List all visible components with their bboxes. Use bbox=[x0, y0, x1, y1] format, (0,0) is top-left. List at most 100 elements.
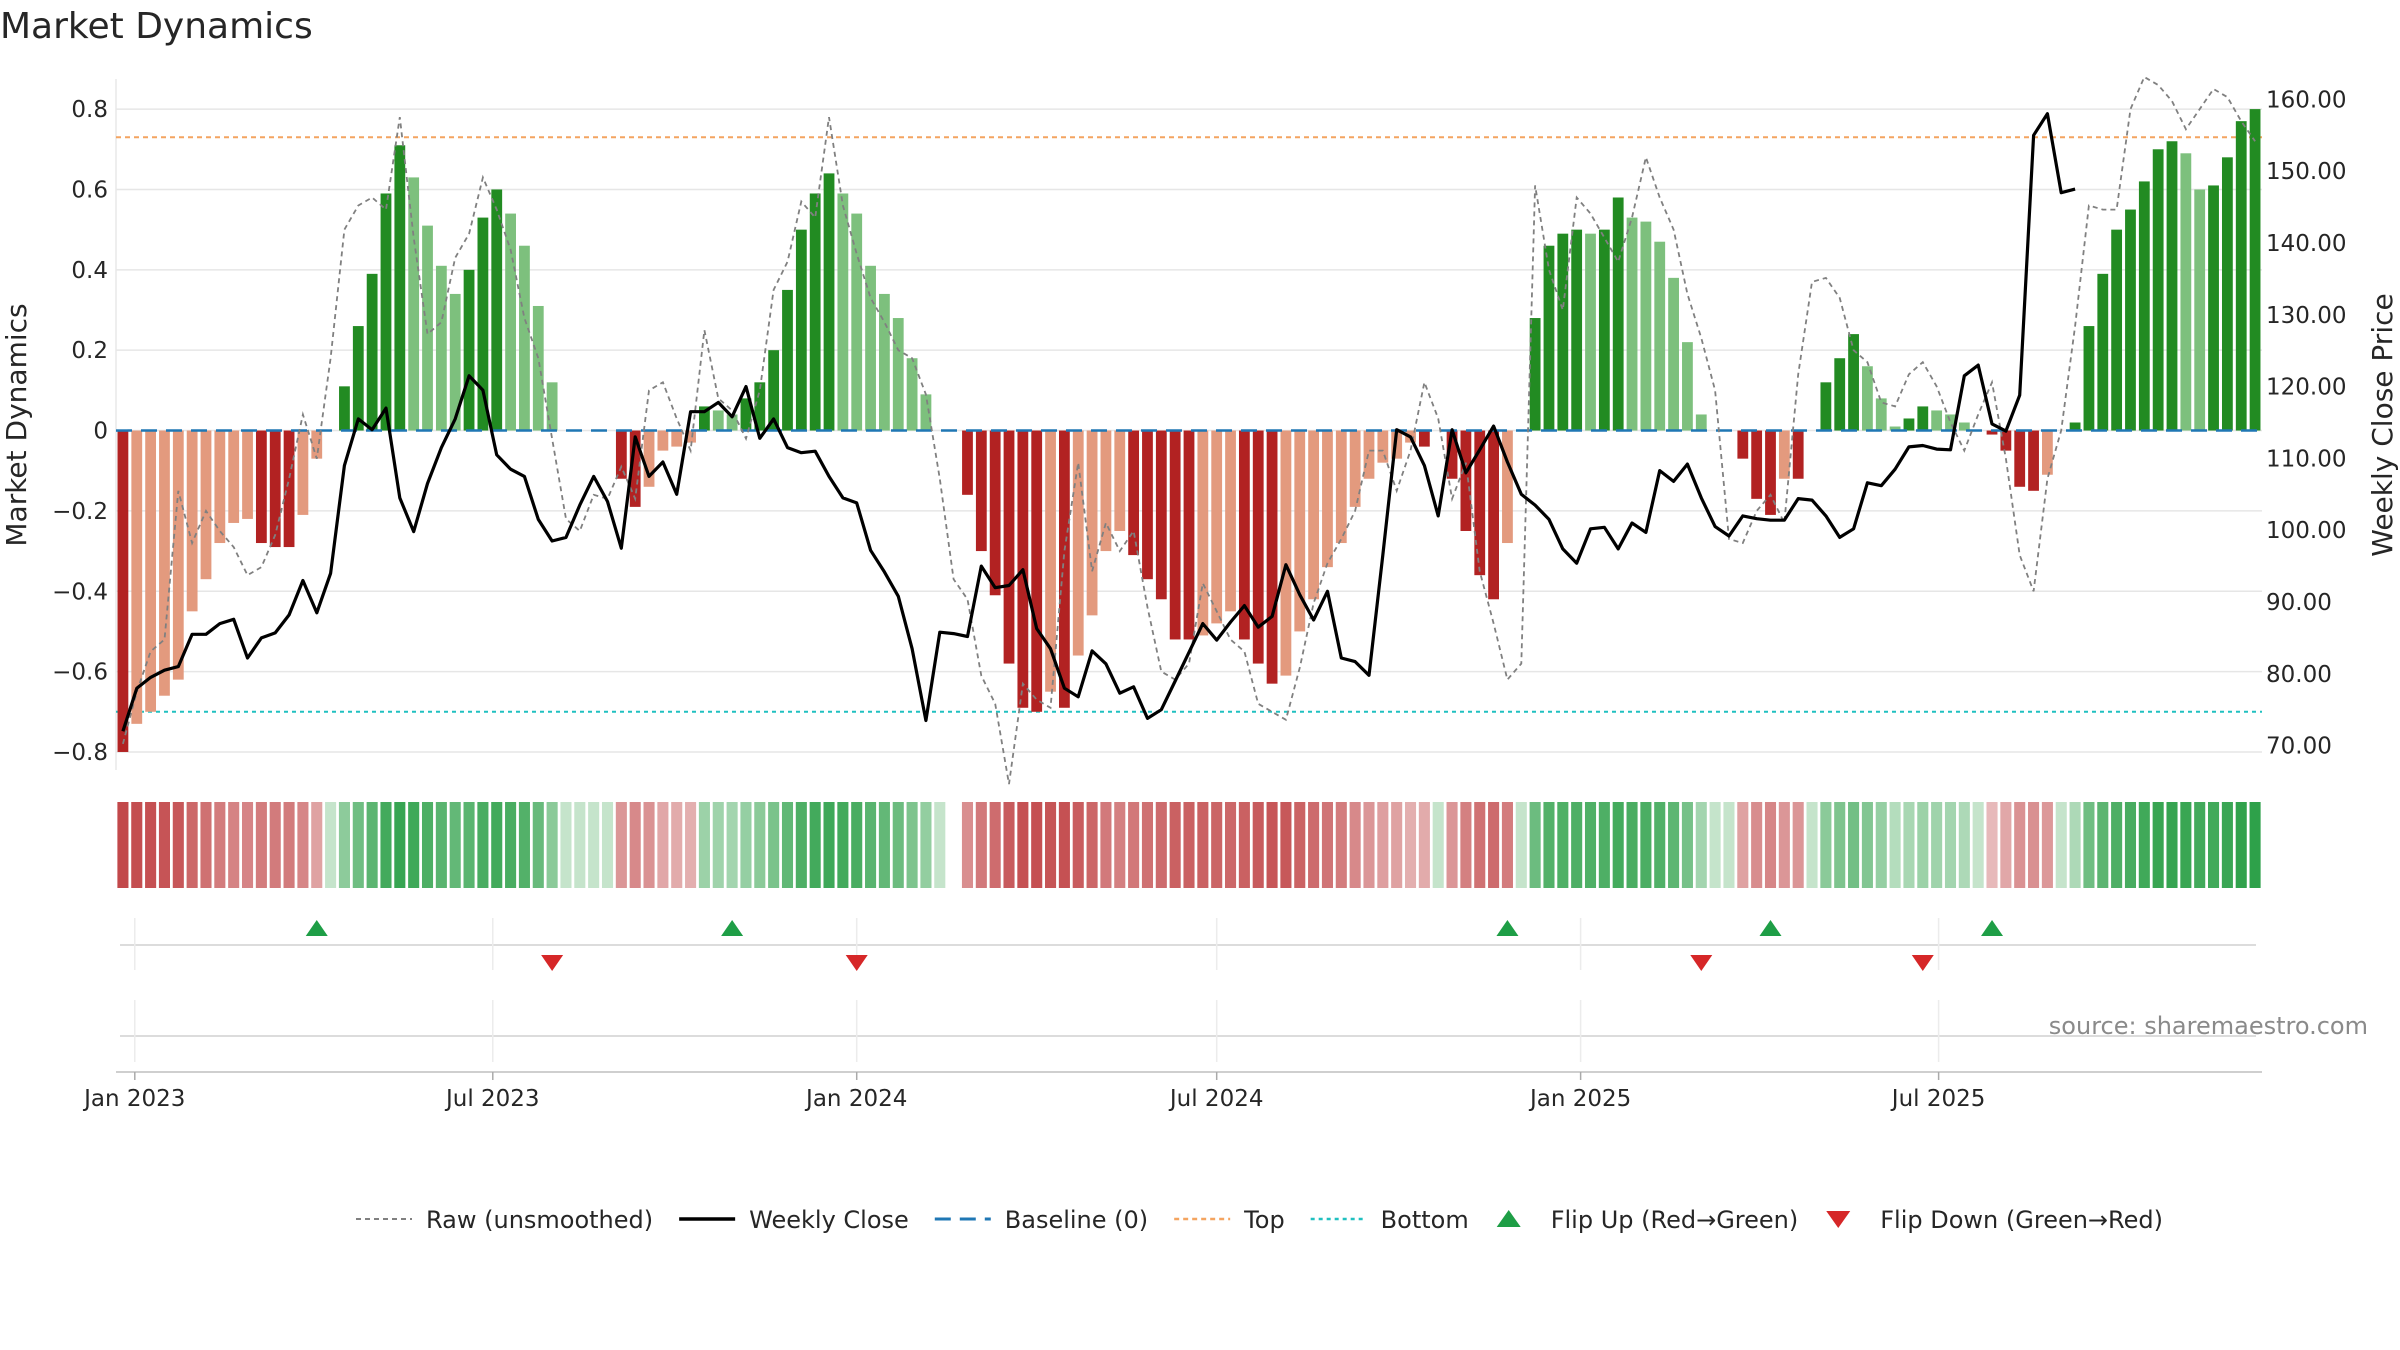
heat-cell bbox=[491, 802, 503, 888]
heat-cell bbox=[1598, 802, 1610, 888]
heat-cell bbox=[671, 802, 683, 888]
heat-cell bbox=[809, 802, 821, 888]
heat-cell bbox=[1183, 802, 1195, 888]
dynamics-bar bbox=[671, 430, 683, 447]
heat-cell bbox=[920, 802, 932, 888]
dynamics-bar bbox=[1155, 430, 1167, 600]
heat-cell bbox=[1668, 802, 1680, 888]
dynamics-bar bbox=[2069, 422, 2081, 431]
right-tick-label: 120.00 bbox=[2266, 375, 2346, 401]
dynamics-bar bbox=[1294, 430, 1306, 632]
heat-cell bbox=[1377, 802, 1389, 888]
legend-label: Flip Up (Red→Green) bbox=[1551, 1206, 1799, 1234]
heat-cell bbox=[2194, 802, 2206, 888]
heat-cell bbox=[1640, 802, 1652, 888]
heat-cell bbox=[1155, 802, 1167, 888]
dynamics-bar bbox=[255, 430, 267, 544]
heat-cell bbox=[1391, 802, 1403, 888]
dynamics-bar bbox=[1931, 410, 1943, 431]
heat-cell bbox=[421, 802, 434, 888]
dynamics-bar bbox=[1875, 398, 1887, 431]
heat-cell bbox=[2014, 802, 2026, 888]
dynamics-bar bbox=[2152, 149, 2164, 431]
heat-cell bbox=[241, 802, 254, 888]
dynamics-bar bbox=[962, 430, 973, 495]
dynamics-bar bbox=[2028, 430, 2039, 491]
flip-up-marker bbox=[721, 920, 744, 936]
heat-cell bbox=[1045, 802, 1057, 888]
heat-cell bbox=[1917, 802, 1929, 888]
heat-cell bbox=[2028, 802, 2040, 888]
heat-cell bbox=[1100, 802, 1112, 888]
x-tick-label: Jul 2024 bbox=[1168, 1086, 1264, 1112]
heat-cell bbox=[366, 802, 378, 888]
dynamics-bar bbox=[1765, 430, 1776, 515]
dynamics-bar bbox=[339, 386, 350, 431]
dynamics-bar bbox=[1045, 430, 1056, 692]
heat-cell bbox=[477, 802, 489, 888]
dynamics-bar bbox=[2097, 273, 2109, 431]
dynamics-bar bbox=[768, 350, 780, 431]
heat-cell bbox=[297, 802, 309, 888]
heat-cell bbox=[1751, 802, 1763, 888]
dynamics-bar bbox=[1197, 430, 1209, 636]
heat-cell bbox=[1280, 802, 1292, 888]
dynamics-bar bbox=[1862, 366, 1873, 431]
dynamics-bar bbox=[1848, 334, 1859, 431]
dynamics-bar bbox=[352, 326, 364, 431]
heat-cell bbox=[380, 802, 392, 888]
heat-cell bbox=[145, 802, 157, 888]
heat-cell bbox=[1709, 802, 1721, 888]
flip-down-marker bbox=[541, 955, 564, 971]
dynamics-bar bbox=[214, 430, 226, 544]
heat-cell bbox=[117, 802, 129, 888]
x-tick-label: Jan 2024 bbox=[804, 1086, 907, 1112]
heat-cell bbox=[1224, 802, 1237, 888]
dynamics-bar bbox=[159, 430, 170, 696]
heat-cell bbox=[1363, 802, 1375, 888]
dynamics-bar bbox=[2208, 185, 2219, 431]
dynamics-bar bbox=[1502, 430, 1513, 544]
heat-cell bbox=[2152, 802, 2164, 888]
dynamics-bar bbox=[1446, 430, 1458, 479]
heat-cell bbox=[1737, 802, 1749, 888]
heat-cell bbox=[657, 802, 669, 888]
heat-cell bbox=[2138, 802, 2150, 888]
dynamics-bar bbox=[172, 430, 184, 680]
dynamics-bar bbox=[657, 430, 669, 451]
right-tick-label: 100.00 bbox=[2266, 518, 2346, 544]
heat-cell bbox=[186, 802, 198, 888]
dynamics-bar bbox=[1058, 430, 1070, 708]
heat-cell bbox=[1488, 802, 1500, 888]
heat-cell bbox=[1308, 802, 1320, 888]
dynamics-bar bbox=[366, 273, 378, 431]
raw-line bbox=[122, 75, 2256, 785]
dynamics-bar bbox=[740, 398, 752, 431]
heat-cell bbox=[1404, 802, 1417, 888]
flip-up-marker bbox=[1759, 920, 1782, 936]
heat-cell bbox=[1543, 802, 1555, 888]
heat-cell bbox=[560, 802, 572, 888]
heat-cell bbox=[2180, 802, 2192, 888]
left-tick-label: 0 bbox=[93, 419, 108, 445]
heat-cell bbox=[1349, 802, 1361, 888]
heat-cell bbox=[1141, 802, 1154, 888]
heat-cell bbox=[878, 802, 890, 888]
right-axis-label: Weekly Close Price bbox=[2366, 293, 2399, 556]
dynamics-bar bbox=[1128, 430, 1140, 556]
dynamics-bar bbox=[1903, 418, 1915, 431]
heat-cell bbox=[1460, 802, 1472, 888]
dynamics-bar bbox=[1917, 406, 1929, 431]
dynamics-bar bbox=[1031, 430, 1043, 712]
heat-cell bbox=[1017, 802, 1029, 888]
heat-cell bbox=[629, 802, 641, 888]
heat-cell bbox=[1612, 802, 1624, 888]
heat-cell bbox=[1072, 802, 1084, 888]
heat-cell bbox=[311, 802, 323, 888]
heat-cell bbox=[726, 802, 738, 888]
dynamics-bar bbox=[1654, 241, 1666, 431]
heat-cell bbox=[851, 802, 863, 888]
dynamics-bar bbox=[989, 430, 1001, 596]
dynamics-bar bbox=[782, 289, 793, 431]
heat-cell bbox=[532, 802, 544, 888]
